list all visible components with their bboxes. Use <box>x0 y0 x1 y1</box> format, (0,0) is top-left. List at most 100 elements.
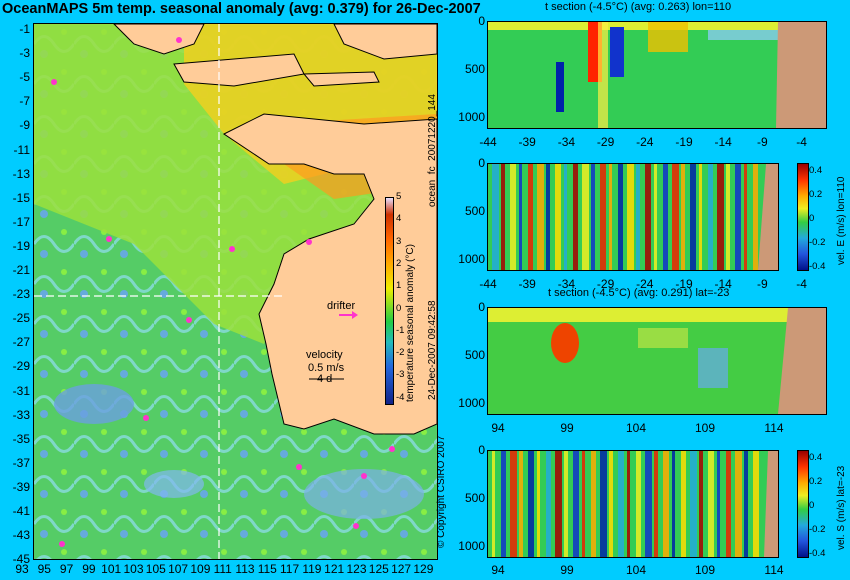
vel-colorbar-tick: -0.2 <box>809 524 826 535</box>
depth-tick: 0 <box>478 14 485 28</box>
cool-eddy <box>144 470 204 498</box>
velocity-stripe <box>645 451 652 557</box>
depth-tick: 500 <box>464 491 485 505</box>
velocity-stripe <box>672 164 679 270</box>
map-colorbar-tick: 3 <box>396 235 402 247</box>
vel-colorbar-tick: 0 <box>809 500 815 511</box>
depth-tick: 0 <box>478 443 485 457</box>
map-lat-tick: -41 <box>12 504 30 518</box>
velocity-stripe <box>564 451 568 557</box>
map-colorbar-tick: 5 <box>396 191 402 202</box>
velocity-stripe <box>492 164 499 270</box>
map-lat-tick: -35 <box>12 431 30 446</box>
top-section-lat-ticks: -44 -39 -34 -29 -24 -19 -14 -9 -4 <box>479 135 827 151</box>
map-lat-tick: -9 <box>19 118 30 133</box>
map-lon-tick: 93 <box>15 562 29 576</box>
vel-east-colorbar-label: vel. E (m/s) lon=110 <box>836 176 847 265</box>
depth-tick: 1000 <box>458 539 485 553</box>
lon-axis-tick: 109 <box>694 563 716 577</box>
depth-tick: 1000 <box>458 110 485 124</box>
map-lon-tick: 119 <box>302 562 322 576</box>
map-colorbar-ticks: 5 4 3 2 1 0 -1 -2 -3 -4 <box>396 191 408 403</box>
map-lon-tick: 129 <box>413 562 434 576</box>
map-lon-tick: 97 <box>59 562 74 576</box>
velocity-stripe <box>501 451 506 557</box>
sst-anomaly-map: drifter velocity 0.5 m/s 4 d <box>33 23 438 560</box>
map-lon-tick: 95 <box>37 562 51 576</box>
vel-east-section-plot <box>488 164 778 270</box>
map-lat-tick: -1 <box>19 22 30 36</box>
map-lat-tick: -15 <box>12 190 30 205</box>
temp-section-lat-23 <box>487 307 827 415</box>
map-colorbar-tick: -4 <box>396 391 405 403</box>
velocity-stripe <box>618 164 623 270</box>
map-lon-tick: 101 <box>101 562 122 576</box>
lon-axis-tick: 109 <box>694 421 716 435</box>
velocity-stripe <box>753 164 758 270</box>
drifter-marker <box>389 446 395 452</box>
velocity-stripe <box>600 164 606 270</box>
vel-south-lon-ticks: 94 99 104 109 114 <box>487 563 827 579</box>
temp-section-lon110-plot <box>488 22 826 128</box>
vel-east-colorbar <box>797 163 809 271</box>
velocity-stripe <box>519 451 523 557</box>
velocity-stripe <box>735 164 741 270</box>
sumatra-island <box>113 24 205 55</box>
vel-south-colorbar <box>797 450 809 558</box>
map-lat-tick: -21 <box>12 263 30 277</box>
depth-tick: 0 <box>478 156 485 170</box>
depth-tick: 500 <box>464 348 485 362</box>
map-colorbar-tick: 0 <box>396 302 402 314</box>
vel-colorbar-tick: -0.4 <box>809 261 826 272</box>
lon-axis-tick: 114 <box>764 421 784 435</box>
seafloor <box>764 451 778 557</box>
lon-axis-tick: 114 <box>764 563 784 577</box>
velocity-stripe <box>537 451 540 557</box>
map-lat-tick: -39 <box>12 479 30 494</box>
drifter-marker <box>51 79 57 85</box>
velocity-stripe <box>546 451 551 557</box>
map-colorbar-tick: -2 <box>396 347 405 359</box>
drifter-marker <box>186 317 192 323</box>
map-lat-tick: -5 <box>19 70 30 85</box>
map-lat-tick: -7 <box>19 94 30 109</box>
map-lat-tick: -45 <box>12 552 30 567</box>
velocity-stripe <box>537 164 544 270</box>
map-lon-tick: 103 <box>123 562 144 576</box>
map-colorbar-tick: -3 <box>396 369 405 381</box>
vel-colorbar-tick: 0.4 <box>809 165 823 176</box>
map-lon-tick: 121 <box>324 562 345 576</box>
vel-east-colorbar-ticks: 0.4 0.2 0 -0.2 -0.4 <box>809 163 839 272</box>
velocity-stripe <box>492 451 495 557</box>
figure-title: OceanMAPS 5m temp. seasonal anomaly (avg… <box>2 1 481 17</box>
map-lat-tick: -11 <box>13 142 30 157</box>
drifter-marker <box>143 415 149 421</box>
vel-colorbar-tick: -0.2 <box>809 237 826 248</box>
velocity-stripe <box>726 164 730 270</box>
drifter-marker <box>353 523 359 529</box>
velocity-stripe <box>627 164 634 270</box>
velocity-stripe <box>645 164 651 270</box>
map-lat-tick: -31 <box>12 383 30 398</box>
temp-section-lat-23-plot <box>488 308 826 414</box>
map-lat-tick: -25 <box>12 311 30 326</box>
lat-axis-tick: -14 <box>714 277 732 291</box>
velocity-stripe <box>618 451 624 557</box>
vel-colorbar-tick: 0.2 <box>809 189 823 200</box>
velocity-stripe <box>744 164 747 270</box>
map-colorbar-label: temperature seasonal anomaly (°C) <box>405 244 416 402</box>
velocity-stripe <box>573 164 578 270</box>
velocity-scale-value: 0.5 m/s <box>308 362 345 374</box>
map-lon-tick: 105 <box>145 562 166 576</box>
lat-axis-tick: -24 <box>636 135 654 149</box>
lat-axis-tick: -24 <box>636 277 654 291</box>
lon-axis-tick: 104 <box>625 421 647 435</box>
map-colorbar-tick: 2 <box>396 257 402 269</box>
vel-colorbar-tick: 0 <box>809 213 815 224</box>
vel-south-section-plot <box>488 451 778 557</box>
drifter-marker <box>59 541 65 547</box>
map-colorbar-tick: -1 <box>396 324 405 336</box>
velocity-stripe <box>708 164 713 270</box>
velocity-stripe <box>699 451 703 557</box>
velocity-stripe <box>501 164 505 270</box>
